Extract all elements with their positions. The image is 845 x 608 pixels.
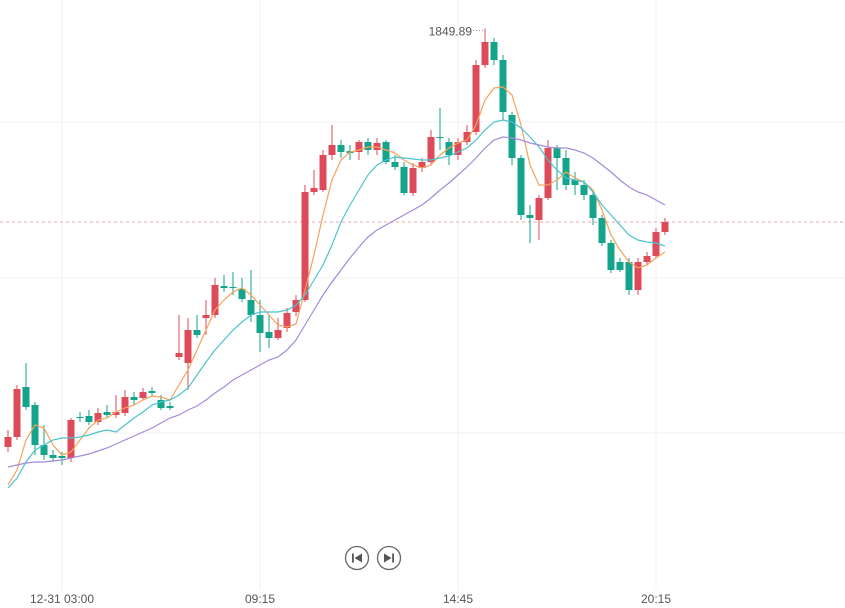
candle-body (283, 313, 291, 328)
max-label: 1849.89 (429, 25, 473, 39)
candle-body (526, 215, 534, 218)
candle-body (166, 406, 174, 408)
candle-body (580, 185, 588, 195)
x-tick-label: 12-31 03:00 (30, 592, 94, 606)
candle-body (634, 262, 642, 290)
candle-body (58, 456, 66, 458)
candle-body (211, 285, 219, 315)
candle-body (13, 389, 21, 437)
candle-body (157, 400, 165, 408)
candle-body (625, 262, 633, 290)
next-button[interactable] (376, 545, 402, 571)
candle-body (256, 315, 264, 333)
candle-body (598, 218, 606, 243)
candle-body (616, 262, 624, 270)
candle-body (661, 222, 669, 232)
candle-body (544, 148, 552, 198)
candle-body (652, 232, 660, 256)
candle-body (481, 42, 489, 65)
candle-body (22, 387, 30, 407)
candle-body (85, 416, 93, 422)
candle-body (589, 195, 597, 218)
candle-body (184, 330, 192, 363)
playback-buttons (344, 545, 402, 571)
candle-body (4, 437, 12, 447)
candle-body (499, 60, 507, 112)
candle-body (274, 330, 282, 338)
candle-body (454, 142, 462, 155)
candle-body (607, 243, 615, 270)
candle-body (319, 155, 327, 190)
x-tick-label: 14:45 (443, 592, 473, 606)
moving-average-line (7, 136, 666, 468)
previous-button[interactable] (344, 545, 370, 571)
candle-body (193, 330, 201, 335)
candle-body (643, 256, 651, 262)
candle-body (40, 445, 48, 455)
candle-body (517, 158, 525, 215)
candle-body (265, 332, 273, 338)
moving-average-line (7, 86, 666, 486)
candle-body (112, 412, 120, 415)
candle-body (418, 162, 426, 168)
candle-body (364, 142, 372, 150)
candle-body (247, 300, 255, 315)
candle-body (571, 180, 579, 185)
candle-body (67, 420, 75, 458)
candle-body (355, 142, 363, 152)
candle-body (130, 397, 138, 400)
candle-body (337, 145, 345, 152)
candle-body (49, 455, 57, 458)
candle-body (94, 413, 102, 422)
candle-body (472, 65, 480, 132)
candle-body (139, 392, 147, 398)
candle-body (175, 353, 183, 357)
x-tick-label: 09:15 (245, 592, 275, 606)
candle-body (220, 286, 228, 288)
candle-body (310, 188, 318, 192)
candle-body (301, 192, 309, 300)
x-tick-label: 20:15 (641, 592, 671, 606)
candle-body (436, 137, 444, 138)
candle-body (391, 162, 399, 167)
candle-body (148, 391, 156, 393)
candle-body (103, 412, 111, 415)
candle-body (535, 198, 543, 220)
candle-body (238, 289, 246, 299)
candle-body (328, 145, 336, 155)
candle-body (76, 417, 84, 418)
candle-body (508, 115, 516, 158)
candle-body (229, 287, 237, 288)
candle-body (409, 168, 417, 193)
candle-body (121, 397, 129, 413)
moving-average-line (7, 119, 666, 489)
candle-body (463, 132, 471, 142)
candle-body (427, 137, 435, 162)
candle-body (292, 300, 300, 312)
candle-body (400, 167, 408, 193)
candle-body (490, 42, 498, 60)
candle-body (382, 142, 390, 162)
candle-body (202, 315, 210, 318)
candle-body (553, 148, 561, 158)
